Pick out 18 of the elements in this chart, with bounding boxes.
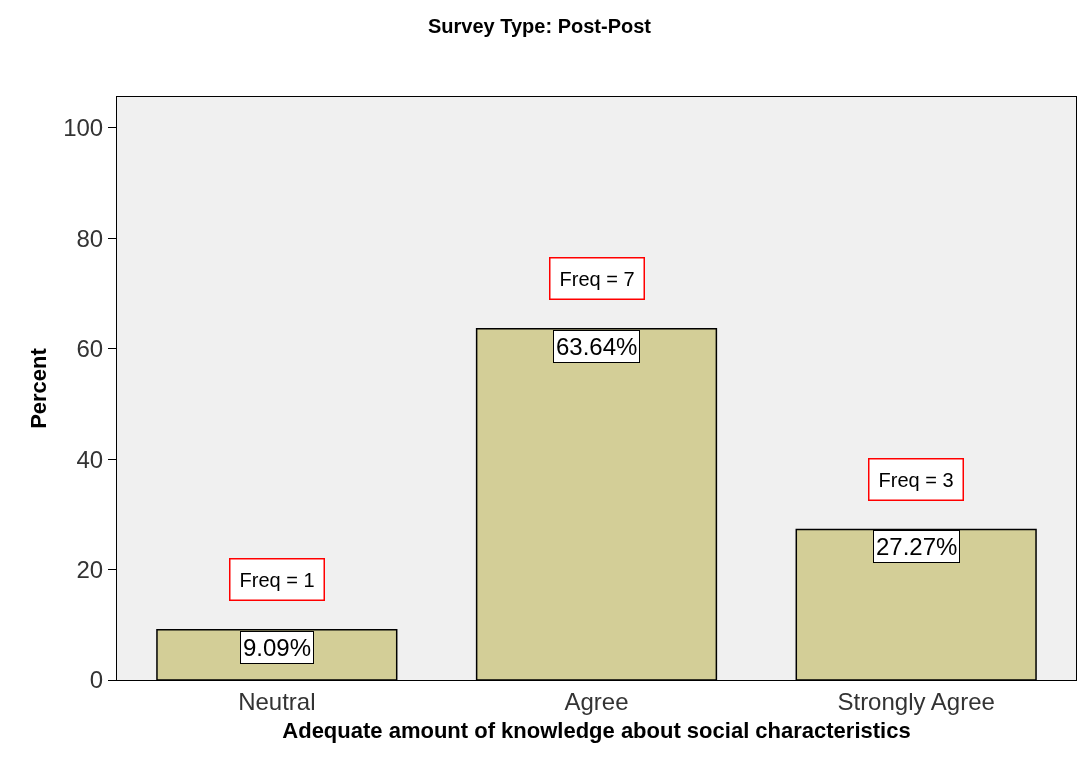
annotation: Freq = 1 xyxy=(239,568,315,591)
y-axis-title: Percent xyxy=(25,347,51,429)
data-label: 9.09% xyxy=(243,634,312,661)
data-label: 27.27% xyxy=(876,533,958,560)
y-tick-label: 0 xyxy=(89,666,104,694)
x-axis-title: Adequate amount of knowledge about social characteristics xyxy=(282,717,911,743)
data-label: 63.64% xyxy=(556,333,638,360)
y-tick-label: 40 xyxy=(76,445,104,473)
chart-title: Survey Type: Post-Post xyxy=(427,15,652,38)
x-tick-label: Agree xyxy=(564,687,629,715)
y-tick-label: 80 xyxy=(76,224,104,252)
y-tick-label: 20 xyxy=(76,555,104,583)
x-tick-label: Neutral xyxy=(238,687,316,715)
y-tick-label: 100 xyxy=(63,114,104,142)
y-tick-label: 60 xyxy=(76,335,104,363)
annotation: Freq = 3 xyxy=(878,468,954,491)
x-tick-label: Strongly Agree xyxy=(837,687,995,715)
annotation: Freq = 7 xyxy=(559,267,635,290)
